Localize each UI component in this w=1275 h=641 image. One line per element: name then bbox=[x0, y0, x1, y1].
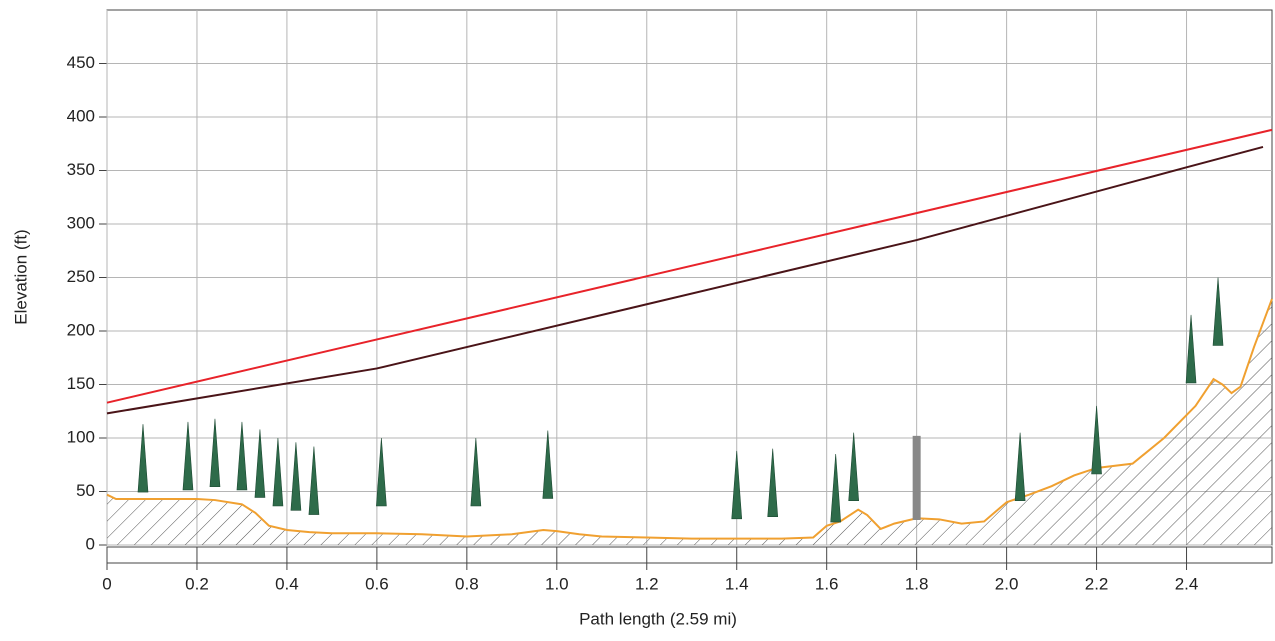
y-tick-label: 150 bbox=[67, 374, 95, 393]
y-tick-label: 300 bbox=[67, 213, 95, 232]
y-axis-label: Elevation (ft) bbox=[11, 229, 30, 324]
y-tick-label: 0 bbox=[86, 534, 95, 553]
terrain-fill bbox=[107, 298, 1272, 545]
x-tick-label: 1.2 bbox=[635, 574, 659, 593]
tree bbox=[731, 450, 743, 520]
y-tick-label: 200 bbox=[67, 320, 95, 339]
x-tick-label: 1.0 bbox=[545, 574, 569, 593]
x-tick-label: 2.4 bbox=[1175, 574, 1199, 593]
tree bbox=[542, 430, 554, 499]
tree bbox=[1185, 314, 1197, 384]
tree bbox=[830, 454, 842, 523]
path-line bbox=[106, 128, 1273, 404]
x-tick-label: 0.6 bbox=[365, 574, 389, 593]
x-tick-label: 0 bbox=[102, 574, 111, 593]
building bbox=[912, 435, 921, 520]
tree bbox=[209, 418, 221, 488]
x-tick-label: 1.8 bbox=[905, 574, 929, 593]
terrain-line bbox=[106, 298, 1273, 540]
x-tick-label: 1.6 bbox=[815, 574, 839, 593]
tree bbox=[182, 421, 194, 491]
tree bbox=[290, 442, 302, 511]
tree bbox=[1014, 432, 1026, 501]
tree bbox=[1212, 277, 1224, 346]
x-tick-label: 2.0 bbox=[995, 574, 1019, 593]
x-axis-label: Path length (2.59 mi) bbox=[579, 609, 737, 628]
tree bbox=[308, 446, 320, 515]
y-tick-label: 50 bbox=[76, 481, 95, 500]
y-tick-label: 450 bbox=[67, 53, 95, 72]
y-tick-label: 100 bbox=[67, 427, 95, 446]
tree bbox=[254, 429, 266, 498]
x-tick-label: 0.4 bbox=[275, 574, 299, 593]
tree bbox=[1091, 405, 1102, 475]
y-tick-label: 250 bbox=[67, 267, 95, 286]
y-tick-label: 350 bbox=[67, 160, 95, 179]
tree bbox=[848, 432, 860, 501]
x-tick-label: 0.2 bbox=[185, 574, 209, 593]
path-strip bbox=[106, 546, 1273, 564]
y-tick-label: 400 bbox=[67, 106, 95, 125]
tree bbox=[767, 448, 779, 517]
tree bbox=[470, 437, 482, 507]
x-tick-label: 0.8 bbox=[455, 574, 479, 593]
tree bbox=[272, 437, 284, 507]
path-line bbox=[106, 145, 1264, 415]
x-tick-label: 2.2 bbox=[1085, 574, 1109, 593]
tree bbox=[137, 424, 149, 493]
x-tick-label: 1.4 bbox=[725, 574, 749, 593]
tree bbox=[236, 421, 248, 491]
tree bbox=[376, 437, 387, 507]
